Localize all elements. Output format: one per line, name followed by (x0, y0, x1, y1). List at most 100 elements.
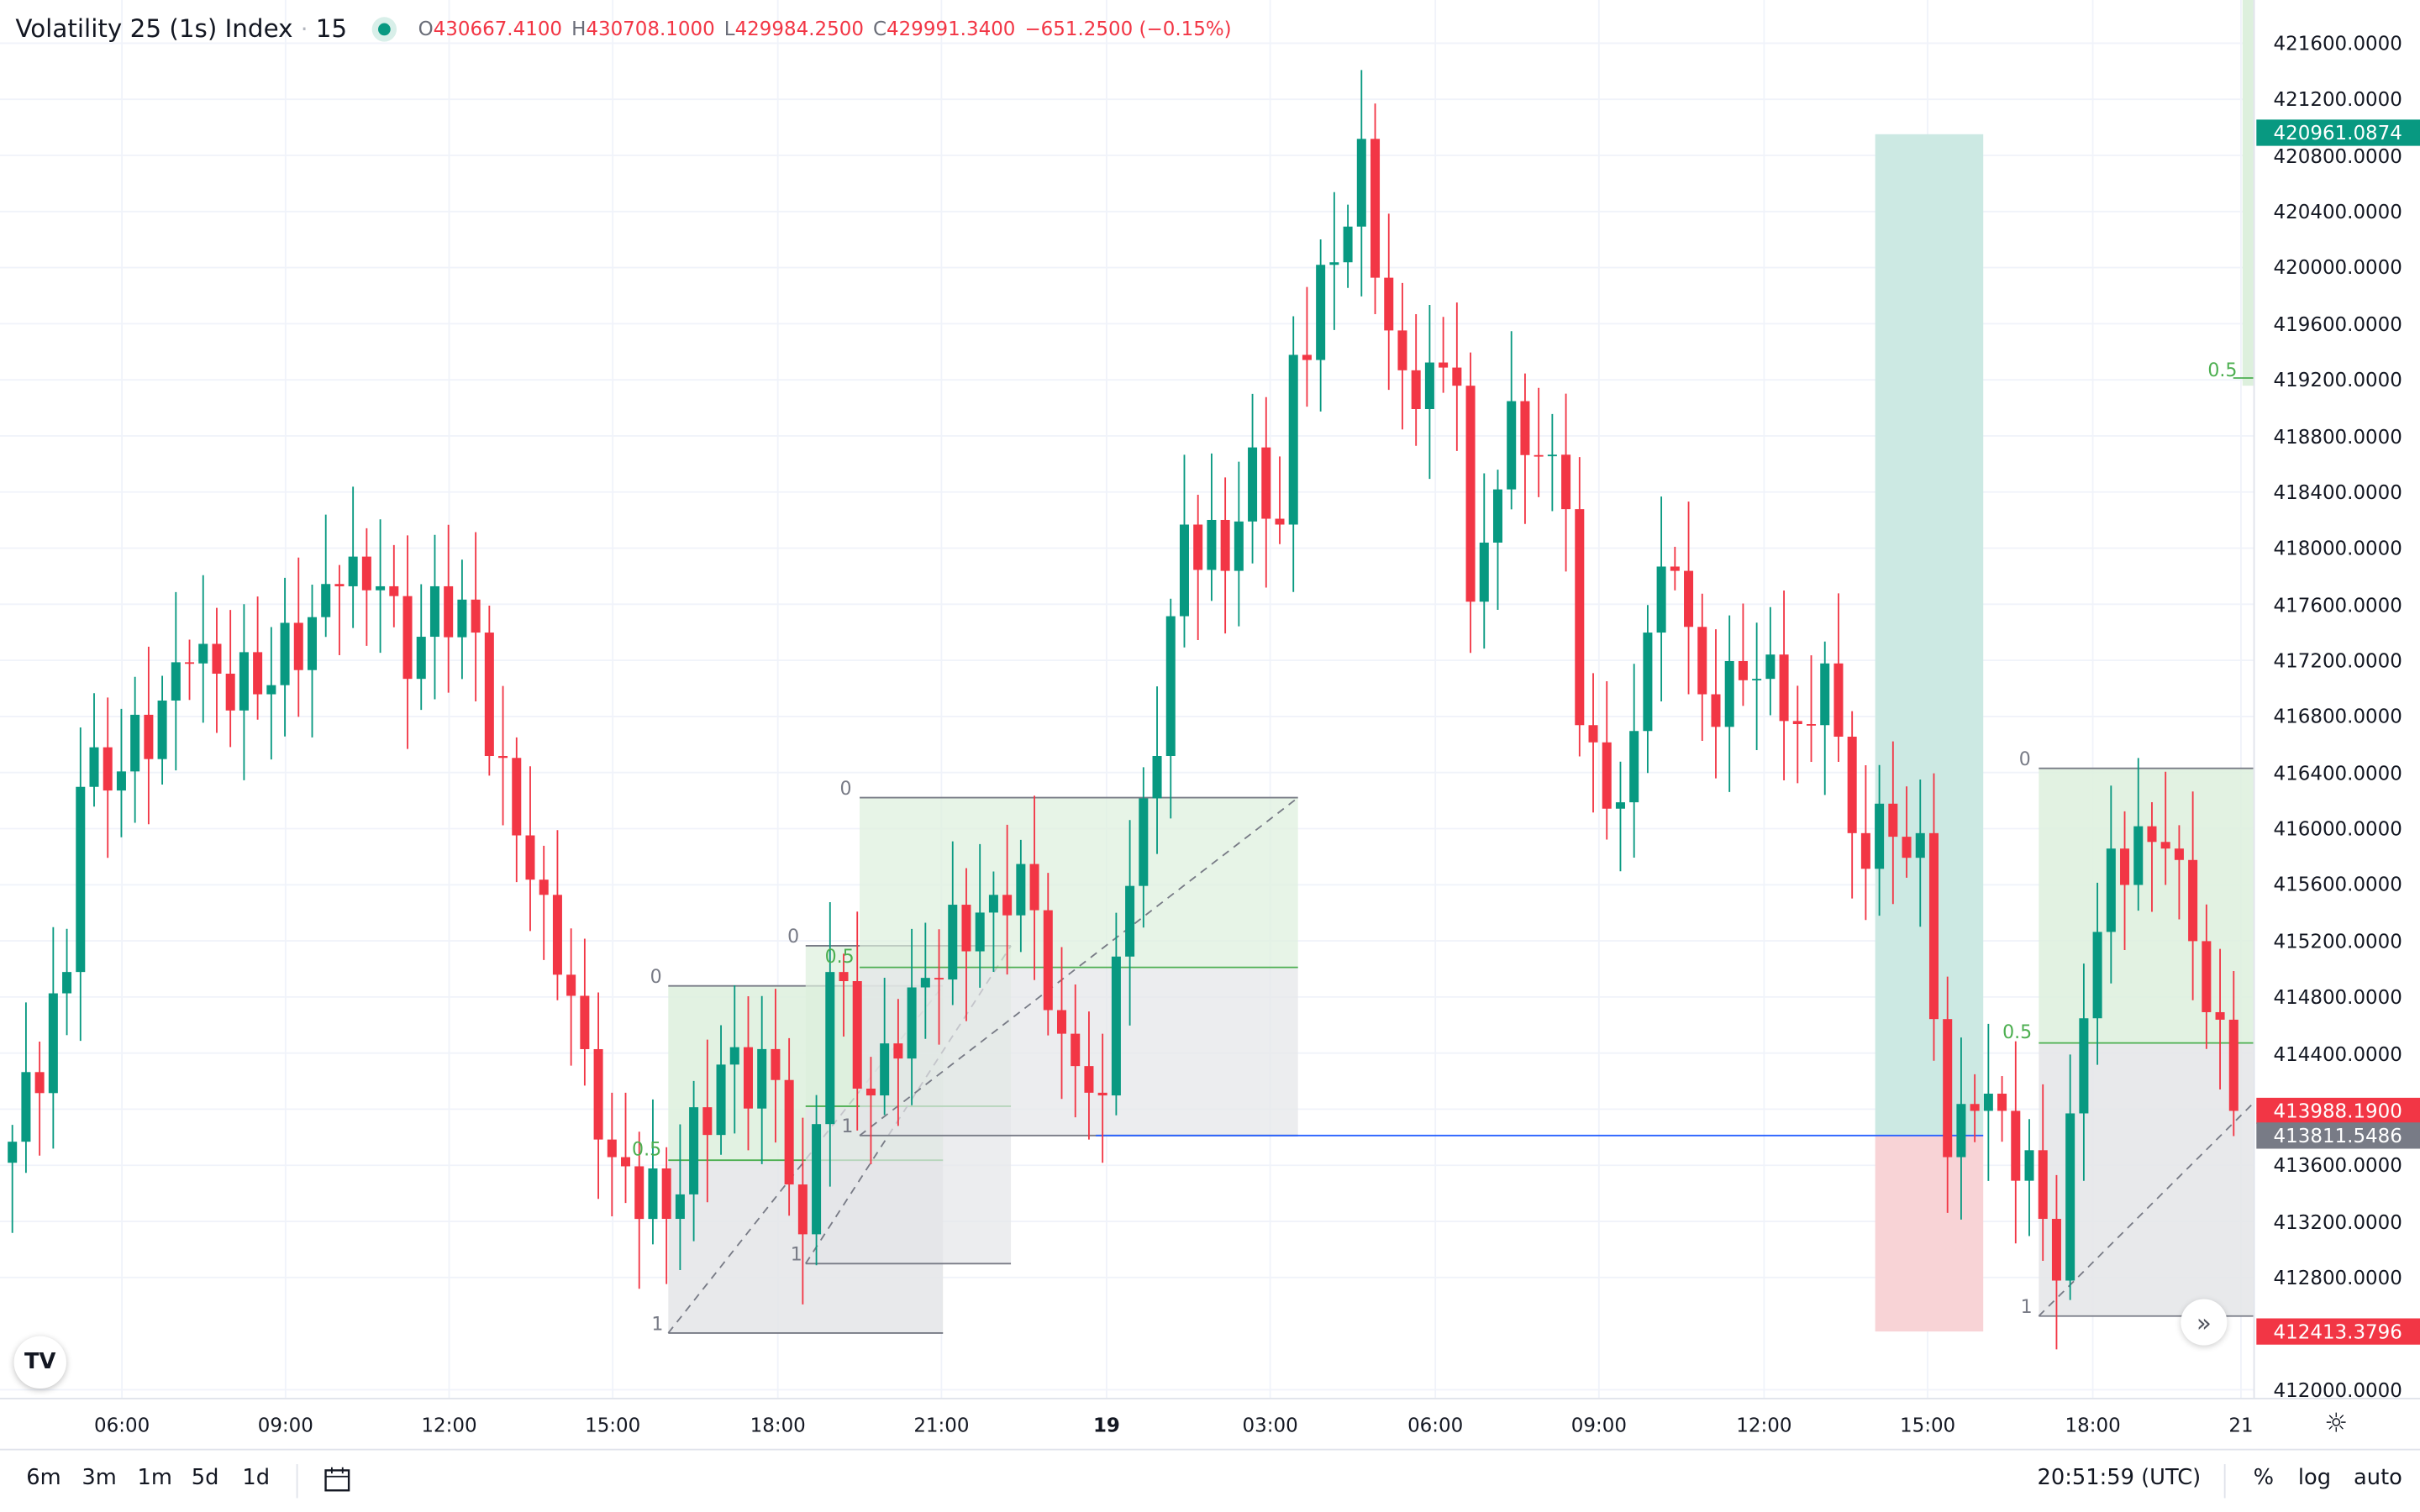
candle-body (429, 585, 439, 638)
candle-body (157, 700, 167, 759)
auto-toggle[interactable]: auto (2354, 1465, 2402, 1491)
time-tick: 09:00 (1570, 1413, 1627, 1437)
candle (1056, 947, 1067, 1100)
candle-body (988, 895, 998, 913)
candle (157, 675, 167, 785)
percent-toggle[interactable]: % (2253, 1465, 2275, 1491)
candle-body (2092, 932, 2102, 1019)
candle (675, 1124, 685, 1271)
scroll-to-realtime-button[interactable]: » (2181, 1299, 2228, 1346)
tradingview-logo[interactable]: TV (13, 1336, 66, 1389)
candle (2038, 1084, 2048, 1262)
candle (784, 1037, 794, 1216)
candle-body (1193, 524, 1203, 570)
candle (280, 577, 290, 737)
price-badge: 413811.5486 (2256, 1122, 2420, 1149)
candle (1807, 655, 1817, 763)
candle (2215, 948, 2225, 1089)
time-tick: 19 (1092, 1413, 1120, 1437)
candle (1411, 313, 1421, 446)
time-tick: 09:00 (257, 1413, 313, 1437)
fib-label-1: 1 (841, 1115, 854, 1137)
price-axis[interactable]: 421600.0000 421200.0000 420800.0000 420400.… (2253, 0, 2420, 1401)
candle (757, 995, 767, 1164)
candle (880, 978, 890, 1116)
candle-body (1779, 654, 1789, 722)
candle-body (1602, 742, 1612, 809)
candle (1084, 1011, 1094, 1140)
candle-body (484, 633, 494, 757)
candle (743, 996, 753, 1151)
candle-body (334, 584, 345, 586)
settings-sun-icon[interactable]: ☼ (2324, 1408, 2349, 1440)
candle-body (552, 895, 562, 975)
candle-body (34, 1072, 45, 1094)
fib-label-1: 1 (2020, 1295, 2033, 1318)
candle (2228, 970, 2238, 1137)
candle-body (144, 714, 154, 759)
range-1d[interactable]: 1d (242, 1465, 271, 1491)
candle (1711, 629, 1721, 779)
range-6m[interactable]: 6m (26, 1465, 61, 1491)
candle (1956, 1037, 1966, 1220)
candle-body (266, 685, 276, 695)
candle (661, 1147, 671, 1284)
candle (512, 737, 522, 883)
candle-body (1875, 803, 1885, 869)
candle (1928, 773, 1939, 1061)
candlestick-chart[interactable] (0, 0, 2254, 1399)
interval[interactable]: 15 (315, 13, 348, 44)
candle-body (1207, 519, 1217, 570)
price-tick: 419600.0000 (2273, 312, 2402, 336)
candle-body (1111, 956, 1121, 1096)
time-axis[interactable]: ☼ 06:00 09:00 12:00 15:00 18:00 21:00 19 03:00 0… (0, 1398, 2420, 1451)
calendar-goto-icon[interactable] (323, 1466, 354, 1494)
candle (457, 559, 467, 680)
candle (34, 1042, 45, 1156)
candle (948, 841, 958, 1005)
clock[interactable]: 20:51:59 (UTC) (2037, 1465, 2202, 1491)
market-status-icon (371, 16, 397, 41)
candle-body (2024, 1150, 2034, 1181)
candle (389, 544, 399, 627)
candle-body (1152, 756, 1162, 799)
range-5d[interactable]: 5d (191, 1465, 219, 1491)
time-tick: 18:00 (750, 1413, 806, 1437)
candle (2160, 771, 2170, 885)
candle (239, 604, 249, 780)
candle (893, 999, 903, 1126)
candle-body (1915, 832, 1925, 858)
long-position-tool (1875, 134, 1984, 1332)
candle-body (716, 1064, 726, 1136)
candle-body (797, 1184, 808, 1235)
candle-body (1792, 721, 1802, 725)
candle-body (225, 673, 235, 711)
candle (348, 486, 358, 628)
candle (1152, 686, 1162, 854)
candle-body (361, 556, 371, 591)
fib-edge-zone (2242, 0, 2254, 386)
chart-plot-area[interactable]: Volatility 25 (1s) Index · 15 O430667.41… (0, 0, 2254, 1399)
candle-body (1997, 1093, 2007, 1111)
candle (1943, 976, 1953, 1213)
candle (1643, 605, 1653, 774)
candle-body (825, 972, 835, 1125)
candle-body (975, 912, 985, 952)
candle (307, 584, 318, 738)
candle-body (1356, 139, 1366, 227)
price-tick: 419200.0000 (2273, 368, 2402, 391)
symbol-legend[interactable]: Volatility 25 (1s) Index · 15 O430667.41… (15, 14, 1240, 44)
candle (416, 584, 426, 711)
candle (1547, 413, 1557, 512)
price-tick: 415200.0000 (2273, 929, 2402, 953)
range-3m[interactable]: 3m (82, 1465, 117, 1491)
symbol-name[interactable]: Volatility 25 (1s) Index (15, 13, 293, 44)
candle-body (1970, 1104, 1980, 1111)
candle (1302, 286, 1312, 407)
candle-body (1056, 1010, 1067, 1034)
log-toggle[interactable]: log (2297, 1465, 2332, 1491)
candle-body (948, 905, 958, 980)
candle (1520, 373, 1530, 524)
range-1m[interactable]: 1m (137, 1465, 172, 1491)
candle-body (8, 1142, 18, 1163)
